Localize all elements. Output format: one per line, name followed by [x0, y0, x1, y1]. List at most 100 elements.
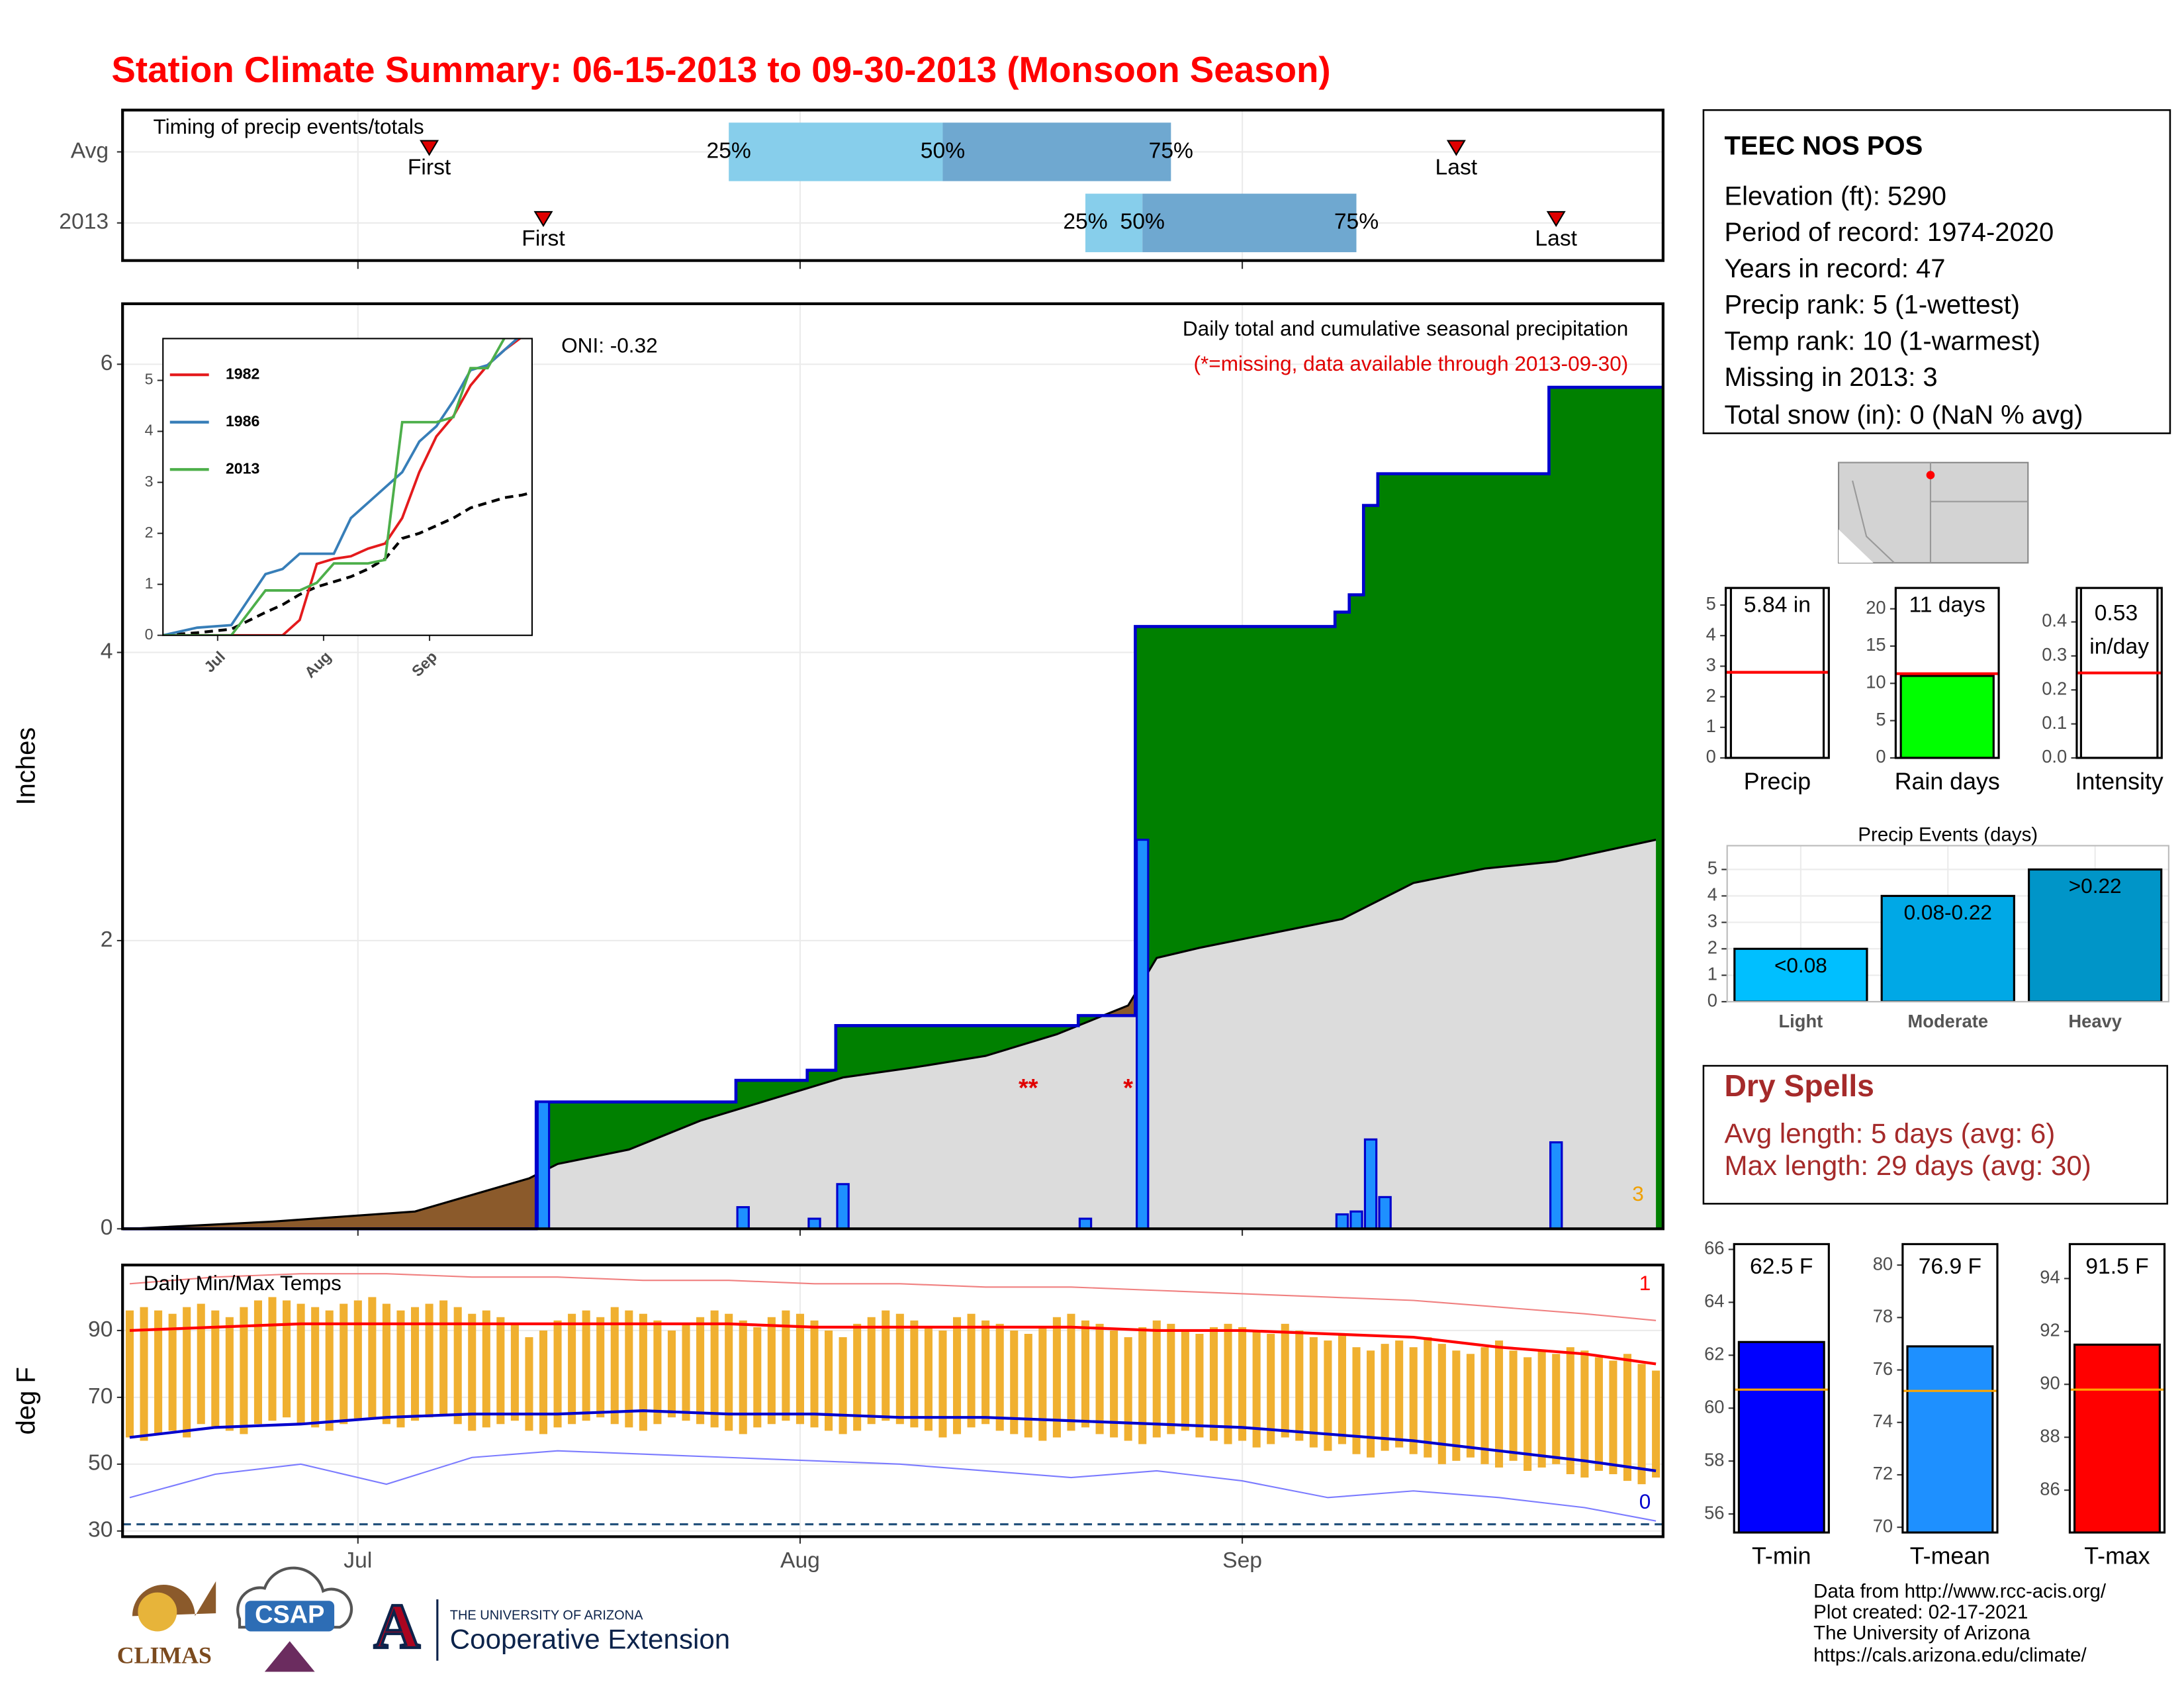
- y-tick-label: 2013: [59, 210, 109, 234]
- x-tick-label: Moderate: [1907, 1011, 1988, 1031]
- temp-line: [129, 1322, 1657, 1366]
- x-tick-label: Jul: [343, 1548, 372, 1573]
- bar: [1906, 1345, 1994, 1533]
- temp-range-bar: [1138, 1327, 1147, 1444]
- temp-range-bar: [125, 1310, 134, 1438]
- missing-mark: **: [1019, 1074, 1038, 1102]
- temp-range-bar: [253, 1300, 262, 1425]
- y-tick-label: 78: [1873, 1306, 1893, 1327]
- y-tick-label: 5: [145, 371, 154, 388]
- y-tick-label: 88: [2040, 1425, 2060, 1446]
- temp-range-bar: [1252, 1330, 1261, 1448]
- info-line: Years in record: 47: [1724, 254, 1945, 283]
- y-tick-label: 66: [1704, 1238, 1724, 1258]
- temp-line: [129, 1450, 1657, 1522]
- temp-range-bar: [1566, 1347, 1574, 1475]
- y-tick-label: 62: [1704, 1344, 1724, 1364]
- plot-frame: [121, 1263, 1664, 1538]
- y-tick-label: 0.0: [2042, 746, 2067, 767]
- station-name: TEEC NOS POS: [1724, 132, 1923, 161]
- series-line: [163, 338, 520, 635]
- temp-range-bar: [924, 1327, 933, 1431]
- y-tick-label: 64: [1704, 1291, 1724, 1311]
- dry-spells-line: Max length: 29 days (avg: 30): [1724, 1150, 2091, 1181]
- extension-name: Cooperative Extension: [450, 1623, 730, 1654]
- daily-bar: [1335, 1213, 1349, 1230]
- temp-range-bar: [353, 1300, 362, 1421]
- temp-range-bar: [625, 1310, 633, 1428]
- y-tick-label: 1: [1706, 716, 1716, 736]
- temp-range-bar: [468, 1313, 477, 1431]
- normal-area: [129, 839, 1657, 1229]
- temp-range-bar: [1309, 1337, 1318, 1448]
- y-tick-label: 90: [2040, 1372, 2060, 1393]
- temp-range-bar: [1580, 1350, 1589, 1478]
- temp-range-bar: [667, 1330, 676, 1418]
- dry-spells-title: Dry Spells: [1724, 1068, 1874, 1103]
- temp-range-bar: [439, 1300, 448, 1415]
- legend-label: 1986: [226, 412, 260, 430]
- temp-range-bar: [525, 1337, 533, 1431]
- temp-range-bar: [1381, 1344, 1389, 1451]
- locator-map: [1838, 461, 2029, 564]
- y-tick-label: 80: [1873, 1253, 1893, 1274]
- legend-label: 1982: [226, 365, 259, 382]
- temp-range-bar: [1124, 1337, 1132, 1441]
- ua-name: THE UNIVERSITY OF ARIZONA: [450, 1609, 643, 1623]
- plot-frame: [1725, 586, 1830, 759]
- y-tick-label: 10: [1866, 672, 1886, 692]
- footer-line: Data from http://www.rcc-acis.org/: [1813, 1580, 2107, 1602]
- x-tick-label: Rain days: [1895, 768, 2000, 794]
- y-tick-label: 74: [1873, 1411, 1893, 1431]
- temp-range-bar: [725, 1313, 733, 1431]
- x-tick-label: Precip: [1744, 768, 1811, 794]
- temp-range-bar: [1652, 1370, 1661, 1478]
- event-marker: [1446, 140, 1466, 156]
- plot-background: [122, 1265, 1663, 1537]
- temp-range-bar: [568, 1313, 576, 1425]
- value-label-part: in/day: [2089, 635, 2149, 659]
- y-tick-label: 3: [1707, 911, 1717, 931]
- daily-bar: [1363, 1138, 1378, 1230]
- y-tick-label: 0: [101, 1215, 113, 1240]
- page-title: Station Climate Summary: 06-15-2013 to 0…: [111, 49, 1330, 90]
- temp-range-bar: [1637, 1364, 1646, 1485]
- info-line: Precip rank: 5 (1-wettest): [1724, 291, 2019, 320]
- temp-range-bar: [682, 1323, 690, 1421]
- value-label: 62.5 F: [1750, 1254, 1813, 1279]
- temp-range-bar: [1195, 1333, 1204, 1438]
- footer-line: Plot created: 02-17-2021: [1813, 1601, 2028, 1623]
- x-tick-label: T-min: [1752, 1542, 1811, 1569]
- event-marker: [420, 140, 439, 156]
- temp-range-bar: [240, 1307, 248, 1434]
- temp-range-bar: [268, 1297, 277, 1421]
- daily-bar: [836, 1183, 850, 1230]
- plot-frame: [1894, 586, 2000, 759]
- y-tick-label: 4: [1707, 884, 1717, 905]
- percent-label: 50%: [921, 138, 965, 163]
- temp-range-bar: [710, 1310, 719, 1428]
- temp-range-bar: [810, 1320, 819, 1428]
- y-tick-label: 3: [1706, 655, 1716, 675]
- event-label: First: [408, 156, 451, 180]
- bin-label: >0.22: [2069, 874, 2122, 898]
- bin-label: <0.08: [1774, 953, 1827, 977]
- y-tick-label: 58: [1704, 1449, 1724, 1470]
- temp-range-bar: [482, 1310, 490, 1428]
- x-tick-label: T-mean: [1910, 1542, 1990, 1569]
- plot-frame: [121, 109, 1664, 262]
- series-line: [163, 338, 532, 635]
- temp-range-bar: [197, 1303, 205, 1425]
- temp-range-bar: [325, 1310, 334, 1431]
- value-label: 11 days: [1909, 592, 1985, 617]
- plot-frame: [1901, 1243, 1999, 1534]
- legend-label: 2013: [226, 459, 260, 477]
- daily-bar: [1078, 1217, 1093, 1230]
- info-line: Total snow (in): 0 (NaN % avg): [1724, 400, 2083, 430]
- event-marker: [533, 211, 553, 228]
- temp-range-bar: [596, 1317, 605, 1418]
- csap-badge: [245, 1601, 335, 1632]
- chart-subtitle: (*=missing, data available through 2013-…: [1194, 352, 1629, 375]
- daily-bar: [1378, 1196, 1392, 1230]
- y-tick-label: 30: [88, 1518, 113, 1542]
